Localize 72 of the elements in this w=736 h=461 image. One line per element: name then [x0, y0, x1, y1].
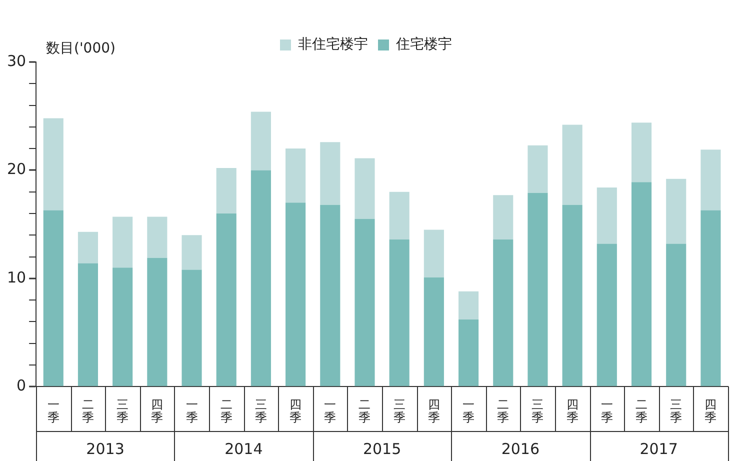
bar — [528, 192, 548, 386]
x-tick-label: 三季 — [393, 397, 406, 425]
bar — [147, 258, 168, 386]
bar — [424, 230, 444, 278]
bar — [458, 320, 479, 386]
bar — [700, 150, 721, 210]
x-tick-label: 四季 — [566, 397, 578, 425]
y-tick-label: 20 — [6, 160, 26, 178]
bar — [631, 182, 652, 386]
bar — [596, 188, 617, 244]
bar — [147, 216, 168, 258]
bar — [250, 170, 271, 386]
bar — [666, 178, 686, 244]
x-tick-label: 二季 — [358, 397, 371, 425]
bar — [78, 263, 98, 386]
x-tick-label: 一季 — [186, 397, 198, 425]
bar — [596, 244, 617, 386]
bar — [528, 145, 548, 193]
x-tick-label: 三季 — [670, 397, 682, 425]
bar — [216, 213, 236, 386]
bar — [354, 158, 375, 219]
x-tick-label: 一季 — [324, 397, 336, 425]
text: 2017 — [640, 440, 678, 458]
x-tick-label: 三季 — [532, 397, 544, 425]
bar — [286, 202, 306, 386]
x-tick-label: 二季 — [636, 397, 648, 425]
bar — [562, 204, 582, 386]
legend-label: 住宅楼宇 — [395, 36, 452, 53]
bar — [112, 268, 133, 386]
y-tick-label: 10 — [6, 268, 26, 286]
text: 2014 — [224, 440, 263, 458]
bar — [286, 148, 306, 203]
bar — [458, 291, 479, 320]
bar — [389, 239, 410, 386]
bar — [562, 124, 582, 205]
x-tick-label: 二季 — [497, 397, 510, 425]
bar — [666, 244, 686, 386]
y-tick-label: 30 — [6, 52, 26, 70]
text: 2016 — [501, 440, 540, 458]
text: 2015 — [362, 440, 402, 458]
bar — [216, 168, 236, 214]
x-tick-label: 三季 — [116, 397, 129, 425]
x-tick-label: 一季 — [47, 397, 60, 425]
x-tick-label: 一季 — [600, 397, 613, 425]
bar — [182, 270, 202, 386]
bar — [493, 195, 514, 240]
x-tick-label: 四季 — [290, 397, 302, 425]
x-tick-label: 二季 — [220, 397, 232, 425]
bar — [320, 142, 340, 205]
bar — [354, 218, 375, 386]
bar — [389, 192, 410, 240]
bar — [250, 112, 271, 170]
bar — [43, 210, 64, 386]
bar — [320, 204, 340, 386]
x-tick-label: 三季 — [254, 397, 267, 425]
bar — [182, 235, 202, 270]
legend-label: 非住宅楼宇 — [298, 36, 368, 53]
x-tick-label: 一季 — [462, 397, 475, 425]
bar — [700, 210, 721, 386]
bar — [424, 277, 444, 386]
text: 2013 — [86, 440, 124, 458]
x-tick-label: 四季 — [704, 397, 717, 425]
bar — [493, 239, 514, 386]
x-tick-label: 二季 — [82, 397, 94, 425]
y-axis-title: 数目('000) — [46, 40, 116, 57]
y-tick-label: 0 — [16, 376, 26, 394]
x-tick-label: 四季 — [151, 397, 164, 425]
bar — [43, 118, 64, 210]
x-tick-label: 四季 — [428, 397, 440, 425]
bar — [112, 216, 133, 268]
bar — [631, 122, 652, 182]
bar — [78, 232, 98, 264]
